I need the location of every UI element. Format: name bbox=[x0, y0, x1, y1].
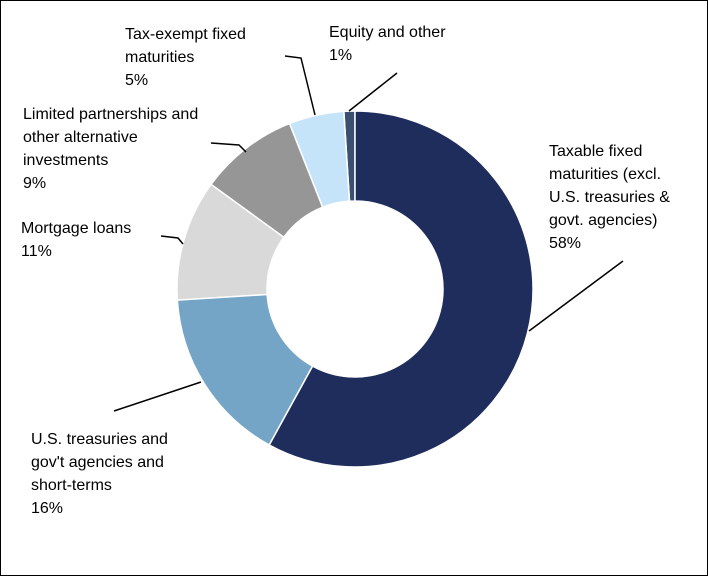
category-name: Limited partnerships and other alternati… bbox=[23, 106, 199, 169]
slice-label: Equity and other 1% bbox=[329, 21, 479, 67]
slice-label: Taxable fixed maturities (excl. U.S. tre… bbox=[549, 140, 689, 255]
donut-slice bbox=[209, 122, 324, 239]
category-name: Taxable fixed maturities (excl. U.S. tre… bbox=[549, 143, 670, 229]
slice-label: U.S. treasuries and gov't agencies and s… bbox=[31, 428, 201, 520]
percent-label: 16% bbox=[31, 500, 64, 517]
donut-slice bbox=[176, 183, 285, 301]
category-name: Tax-exempt fixed maturities bbox=[125, 26, 246, 66]
leader-line bbox=[528, 260, 624, 332]
leader-line bbox=[113, 381, 202, 412]
category-name: Mortgage loans bbox=[21, 220, 132, 237]
percent-label: 9% bbox=[23, 175, 47, 192]
leader-line bbox=[284, 55, 316, 116]
leader-lines bbox=[113, 55, 624, 412]
percent-label: 5% bbox=[125, 72, 149, 89]
leader-line bbox=[348, 72, 398, 112]
percent-label: 1% bbox=[329, 47, 353, 64]
donut-slice bbox=[268, 110, 534, 468]
slice-label: Mortgage loans 11% bbox=[21, 217, 221, 263]
slice-label: Limited partnerships and other alternati… bbox=[23, 103, 203, 195]
percent-label: 58% bbox=[549, 235, 582, 252]
donut-slice bbox=[176, 293, 314, 447]
donut-slice bbox=[288, 110, 351, 209]
leader-line bbox=[160, 235, 184, 245]
category-name: Equity and other bbox=[329, 24, 446, 41]
category-name: U.S. treasuries and gov't agencies and s… bbox=[31, 431, 168, 494]
percent-label: 11% bbox=[21, 243, 52, 260]
leader-line bbox=[210, 142, 247, 153]
slice-label: Tax-exempt fixed maturities 5% bbox=[125, 23, 275, 92]
